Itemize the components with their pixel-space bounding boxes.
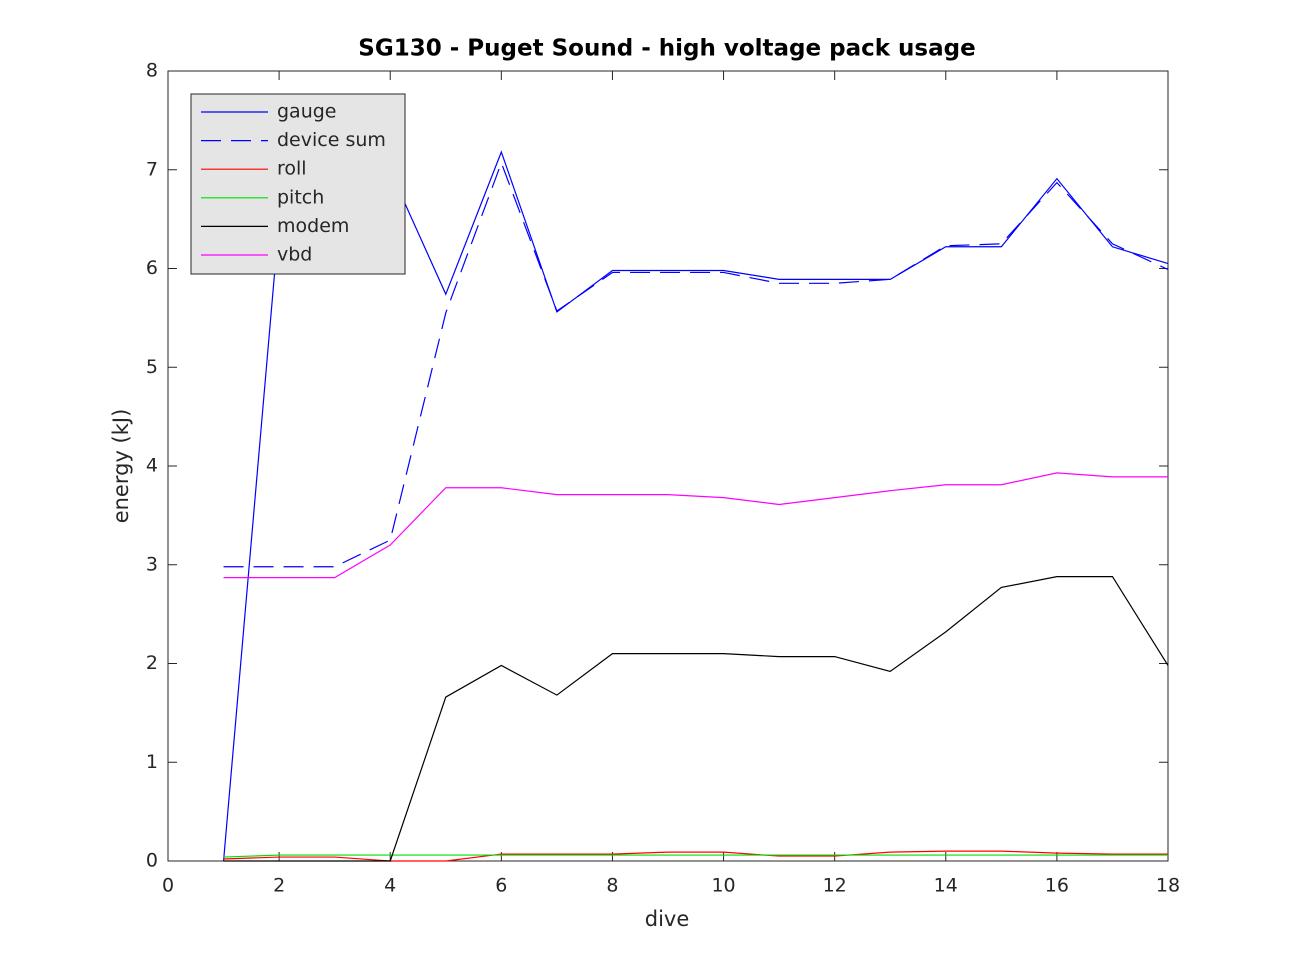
legend-label: gauge — [277, 101, 337, 123]
y-axis-label: energy (kJ) — [109, 409, 133, 524]
x-tick-label: 0 — [162, 875, 174, 897]
x-tick-label: 2 — [273, 875, 285, 897]
x-tick-label: 16 — [1045, 875, 1069, 897]
series-line — [223, 472, 1168, 579]
legend-label: roll — [277, 158, 307, 180]
chart-title: SG130 - Puget Sound - high voltage pack … — [358, 36, 975, 62]
y-tick-label: 7 — [146, 158, 158, 180]
legend-label: vbd — [277, 244, 312, 266]
legend-label: pitch — [277, 186, 324, 208]
x-tick-label: 12 — [823, 875, 847, 897]
series-line — [223, 161, 1169, 568]
legend-box — [190, 93, 406, 275]
y-tick-label: 8 — [146, 60, 158, 82]
legend-label: modem — [277, 215, 349, 237]
legend-label: device sum — [277, 129, 386, 151]
x-tick-label: 6 — [495, 875, 507, 897]
y-tick-label: 0 — [146, 850, 158, 872]
y-tick-label: 3 — [146, 553, 158, 575]
y-tick-label: 6 — [146, 257, 158, 279]
x-axis-label: dive — [645, 907, 690, 931]
x-tick-label: 10 — [711, 875, 735, 897]
y-tick-label: 5 — [146, 356, 158, 378]
y-tick-label: 1 — [146, 751, 158, 773]
x-tick-label: 8 — [606, 875, 618, 897]
x-tick-label: 4 — [384, 875, 396, 897]
x-tick-label: 18 — [1156, 875, 1180, 897]
series-line — [223, 854, 1168, 858]
y-tick-label: 4 — [146, 455, 158, 477]
series-line — [223, 576, 1169, 862]
series-line — [223, 850, 1168, 862]
x-tick-label: 14 — [934, 875, 958, 897]
y-tick-label: 2 — [146, 652, 158, 674]
